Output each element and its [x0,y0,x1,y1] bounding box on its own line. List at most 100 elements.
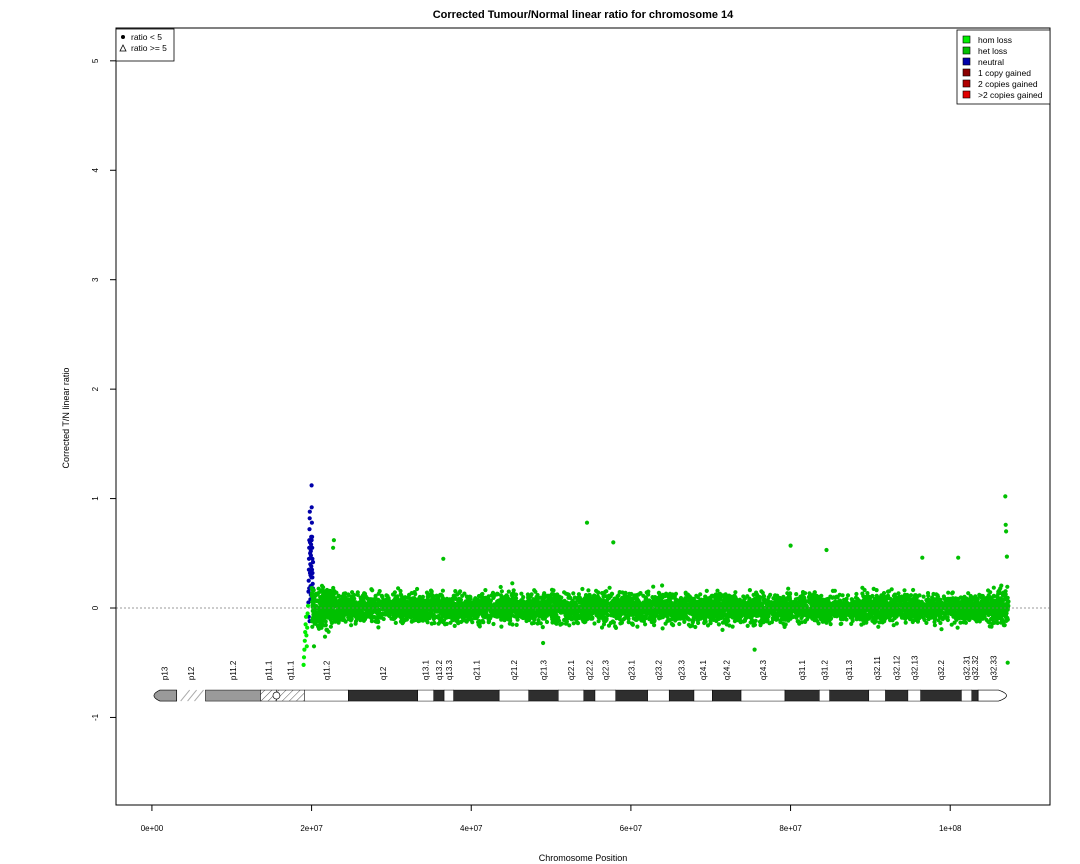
data-point-neutral [306,556,312,561]
data-point-het-loss [938,620,943,626]
ideogram-band-label: q24.2 [723,659,732,680]
data-point-het-loss [325,627,330,632]
data-point-het-loss [606,623,612,628]
data-point-hom-loss [303,630,308,635]
data-point-hom-loss [305,603,311,608]
data-point-het-loss [677,621,682,627]
data-point-neutral [307,527,312,532]
data-point-het-loss [720,593,725,598]
ideogram-band [647,689,670,702]
data-point-het-loss [331,585,336,591]
data-point-het-loss [322,615,327,620]
data-point-het-loss [521,595,526,600]
ideogram-band-label: q13.1 [422,659,431,680]
ideogram-band [417,689,434,702]
data-point-het-loss [398,588,403,594]
data-point-het-loss [323,619,328,624]
data-point-het-loss [532,588,537,593]
data-point-hom-loss [303,622,308,627]
data-point-het-loss [318,595,323,600]
data-point-het-loss [380,595,385,600]
data-point-hom-loss [302,647,307,652]
data-point-het-loss [828,622,833,627]
data-point-het-loss [686,622,692,627]
data-point-het-loss [651,584,656,589]
data-point-het-loss [665,598,670,603]
data-point-het-loss [871,586,876,592]
data-point-het-loss [725,612,730,617]
ideogram-band-label: q32.33 [989,655,998,680]
data-point-het-loss [390,592,396,597]
data-point-het-loss [892,616,897,621]
data-point-neutral [309,542,314,547]
data-point-het-loss [669,621,675,627]
data-point-het-loss [448,620,453,625]
data-point-het-loss [339,594,344,599]
data-point-het-loss [515,617,520,622]
centromere-marker [272,691,281,700]
data-point-het-loss [896,591,901,596]
data-point-neutral [307,545,312,550]
ideogram-band-label: q32.2 [937,659,946,680]
data-point-het-loss [333,619,338,624]
data-point-het-loss [510,581,515,586]
data-point-het-loss [309,591,315,596]
data-point-het-loss [659,614,664,619]
data-point-het-loss [322,623,327,628]
stalk-line [180,689,191,702]
data-point-het-loss [631,616,636,621]
data-point-het-loss [709,593,714,598]
data-point-het-loss [921,594,926,599]
data-point-het-loss [349,616,354,622]
data-point-het-loss [620,590,625,595]
data-point-hom-loss [301,655,307,660]
data-point-neutral [310,556,315,561]
data-point-het-loss [777,611,782,616]
data-point-neutral [309,483,314,488]
ideogram-band [443,689,454,702]
data-point-het-loss [786,586,791,591]
data-point-het-loss [558,622,563,627]
data-point-het-loss [699,597,704,602]
ideogram-band-label: q22.2 [585,659,594,680]
data-point-het-loss [555,598,560,603]
data-point-neutral [309,534,314,540]
data-point-het-loss [991,585,996,590]
data-point-het-loss [754,613,759,619]
data-point-het-loss [459,619,464,625]
data-point-het-loss [845,593,851,598]
data-point-het-loss [535,592,540,598]
data-point-hom-loss [301,662,306,668]
stalk-line [187,689,197,702]
data-point-het-loss [503,594,508,600]
ideogram-band-label: q13.2 [435,659,444,680]
ideogram-band-label: q32.13 [910,655,919,680]
ideogram-band [304,689,349,702]
data-point-hom-loss [305,625,310,630]
data-point-het-loss [691,617,696,623]
data-point-het-loss [751,592,756,598]
ideogram-band-label: q12 [379,666,388,680]
data-point-het-loss [720,627,725,633]
data-point-het-loss [807,591,812,596]
ideogram-band-label: q21.3 [539,659,548,680]
data-point-het-loss [903,620,908,625]
data-point-hom-loss [304,644,309,649]
data-point-het-loss [667,618,672,623]
data-point-het-loss [386,597,391,602]
data-point-het-loss [369,619,374,624]
ideogram-band [153,689,178,702]
data-point-het-loss [894,621,899,626]
data-point-het-loss [376,625,381,630]
chromosome-ideogram: p13 p12 p11.2 p11.1 q11.1 q11.2 q12 q13.1 q13.2 q… [153,655,1007,702]
ideogram-band-label: p11.2 [229,660,238,680]
data-point-het-loss [704,588,709,594]
data-point-het-loss [745,594,750,599]
data-point-het-loss [698,592,703,597]
ideogram-band [498,689,529,702]
data-point-het-loss [447,615,452,620]
ideogram-band-label: q31.3 [845,659,854,680]
data-point-het-loss [794,592,799,597]
data-point-het-loss [349,623,354,628]
